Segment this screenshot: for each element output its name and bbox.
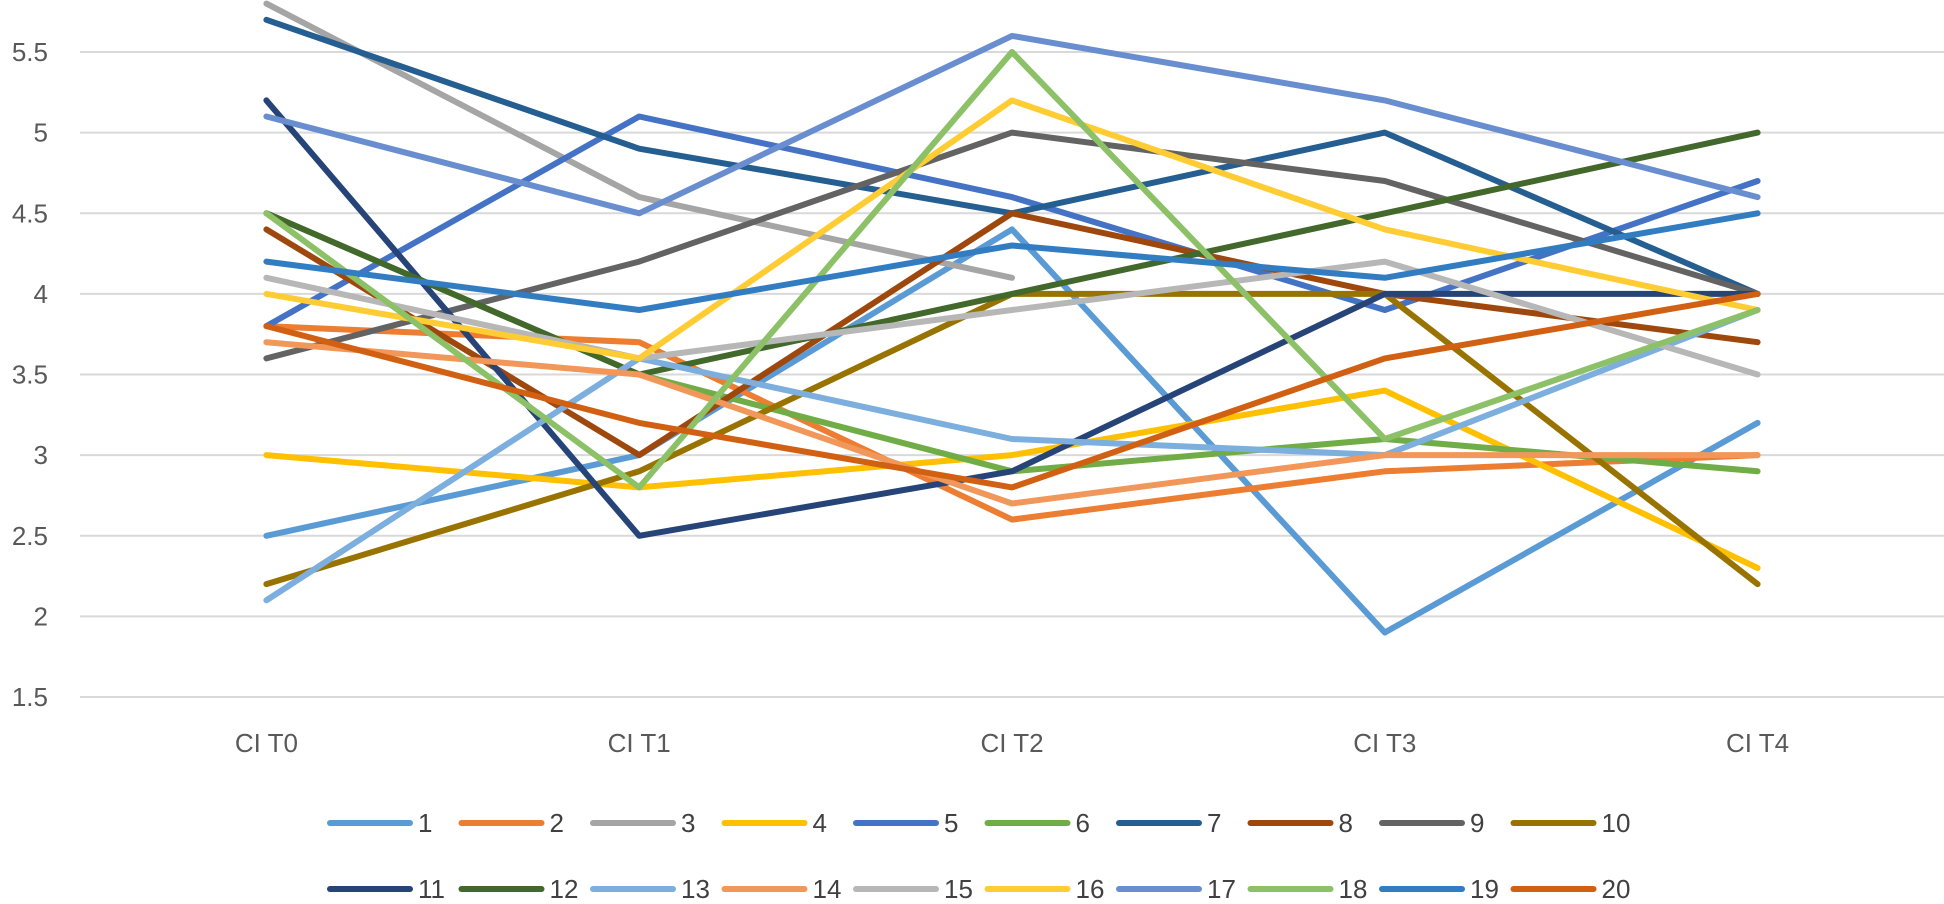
legend-item-18: 18 bbox=[1247, 874, 1368, 904]
y-axis-ticks: 1.5 2 2.5 3 3.5 4 4.5 5 5.5 bbox=[12, 37, 48, 712]
x-tick-label: CI T3 bbox=[1353, 728, 1416, 758]
legend-item-7: 7 bbox=[1116, 808, 1221, 838]
y-tick-label: 4.5 bbox=[12, 198, 48, 228]
legend-label: 7 bbox=[1207, 808, 1221, 838]
x-tick-label: CI T0 bbox=[235, 728, 298, 758]
series-line-14 bbox=[263, 339, 1761, 507]
x-tick-label: CI T1 bbox=[608, 728, 671, 758]
series-lines bbox=[263, 0, 1761, 636]
legend-item-13: 13 bbox=[590, 874, 710, 904]
legend-item-19: 19 bbox=[1379, 874, 1499, 904]
legend-label: 6 bbox=[1076, 808, 1090, 838]
legend-label: 1 bbox=[418, 808, 432, 838]
legend-item-11: 11 bbox=[327, 874, 445, 904]
gridlines bbox=[80, 51, 1944, 698]
legend-item-2: 2 bbox=[458, 808, 564, 838]
series-line-20 bbox=[263, 290, 1761, 491]
series-line-1 bbox=[263, 226, 1761, 636]
legend-label: 16 bbox=[1076, 874, 1105, 904]
legend-label: 5 bbox=[944, 808, 958, 838]
legend-label: 2 bbox=[550, 808, 564, 838]
legend-item-20: 20 bbox=[1510, 874, 1631, 904]
legend-item-16: 16 bbox=[984, 874, 1105, 904]
legend-item-1: 1 bbox=[327, 808, 432, 838]
x-tick-label: CI T2 bbox=[980, 728, 1043, 758]
y-tick-label: 3.5 bbox=[12, 360, 48, 390]
series-line-11 bbox=[263, 97, 1761, 539]
series-line-5 bbox=[263, 113, 1761, 330]
legend-label: 4 bbox=[813, 808, 827, 838]
legend-label: 18 bbox=[1339, 874, 1368, 904]
legend-item-9: 9 bbox=[1379, 808, 1484, 838]
legend-label: 17 bbox=[1207, 874, 1236, 904]
series-line-3 bbox=[263, 0, 1015, 281]
legend-label: 8 bbox=[1339, 808, 1353, 838]
legend-label: 10 bbox=[1602, 808, 1631, 838]
series-line-2 bbox=[263, 323, 1761, 523]
series-line-19 bbox=[263, 210, 1761, 313]
y-tick-label: 2.5 bbox=[12, 521, 48, 551]
legend-label: 11 bbox=[418, 874, 445, 904]
legend-label: 20 bbox=[1602, 874, 1631, 904]
legend-label: 15 bbox=[944, 874, 973, 904]
legend-label: 14 bbox=[813, 874, 842, 904]
series-line-4 bbox=[263, 387, 1761, 571]
y-tick-label: 2 bbox=[34, 601, 48, 631]
legend-item-5: 5 bbox=[853, 808, 958, 838]
y-tick-label: 1.5 bbox=[12, 682, 48, 712]
legend-label: 3 bbox=[681, 808, 695, 838]
legend-item-8: 8 bbox=[1247, 808, 1353, 838]
legend-label: 19 bbox=[1470, 874, 1499, 904]
x-axis-ticks: CI T0 CI T1 CI T2 CI T3 CI T4 bbox=[235, 728, 1789, 758]
series-line-13 bbox=[263, 307, 1761, 604]
legend-label: 9 bbox=[1470, 808, 1484, 838]
legend-label: 12 bbox=[550, 874, 579, 904]
y-tick-label: 3 bbox=[34, 440, 48, 470]
series-line-12 bbox=[263, 129, 1761, 378]
legend-item-17: 17 bbox=[1116, 874, 1236, 904]
x-tick-label: CI T4 bbox=[1726, 728, 1789, 758]
series-line-15 bbox=[263, 258, 1761, 378]
series-line-8 bbox=[263, 210, 1761, 459]
legend-item-4: 4 bbox=[721, 808, 827, 838]
y-tick-label: 5.5 bbox=[12, 37, 48, 67]
legend-item-14: 14 bbox=[721, 874, 842, 904]
legend-item-3: 3 bbox=[590, 808, 695, 838]
y-tick-label: 5 bbox=[34, 118, 48, 148]
legend-label: 13 bbox=[681, 874, 710, 904]
legend-item-15: 15 bbox=[853, 874, 973, 904]
series-line-17 bbox=[263, 32, 1761, 217]
legend-item-10: 10 bbox=[1510, 808, 1631, 838]
series-line-18 bbox=[263, 49, 1761, 491]
legend-item-6: 6 bbox=[984, 808, 1090, 838]
y-tick-label: 4 bbox=[34, 279, 48, 309]
legend-item-12: 12 bbox=[458, 874, 579, 904]
